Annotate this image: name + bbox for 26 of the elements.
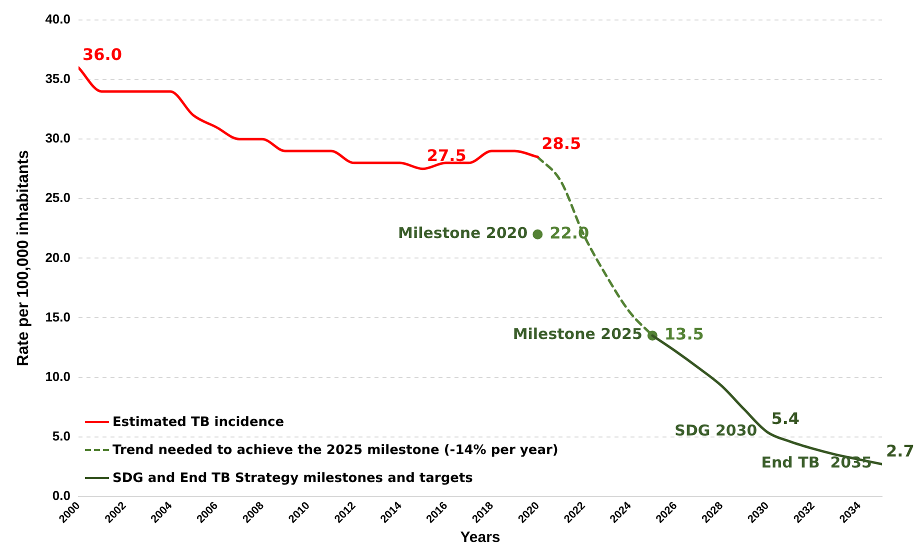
data-label: 13.5 [664,324,704,344]
annotation: Milestone 2025 [512,324,642,343]
y-tick-label: 5.0 [52,428,70,444]
data-label: 28.5 [542,134,582,154]
y-axis-title: Rate per 100,000 inhabitants [15,150,32,366]
y-tick-label: 10.0 [45,368,70,384]
line-series [78,66,539,170]
y-tick-label: 40.0 [45,12,70,27]
data-label: 5.4 [771,409,800,428]
x-axis-title: Years [460,529,500,546]
y-tick-label: 35.0 [45,71,70,86]
legend-label: SDG and End TB Strategy milestones and targets [112,470,473,486]
y-tick-label: 30.0 [45,130,70,146]
y-tick-label: 0.0 [52,488,70,503]
y-tick-label: 15.0 [45,309,70,324]
y-tick-label: 25.0 [45,190,70,206]
legend-label: Estimated TB incidence [112,414,284,430]
data-label: 2.7 [886,441,914,460]
data-label: 22.0 [550,224,590,243]
annotation: End TB 2035 [761,454,872,472]
y-tick-label: 20.0 [45,250,70,265]
data-label: 36.0 [82,44,122,64]
annotation: Milestone 2020 [398,224,528,242]
legend-label: Trend needed to achieve the 2025 milestone (-14% per year) [112,442,558,458]
annotation: SDG 2030 [674,421,758,440]
data-label: 27.5 [426,146,466,166]
